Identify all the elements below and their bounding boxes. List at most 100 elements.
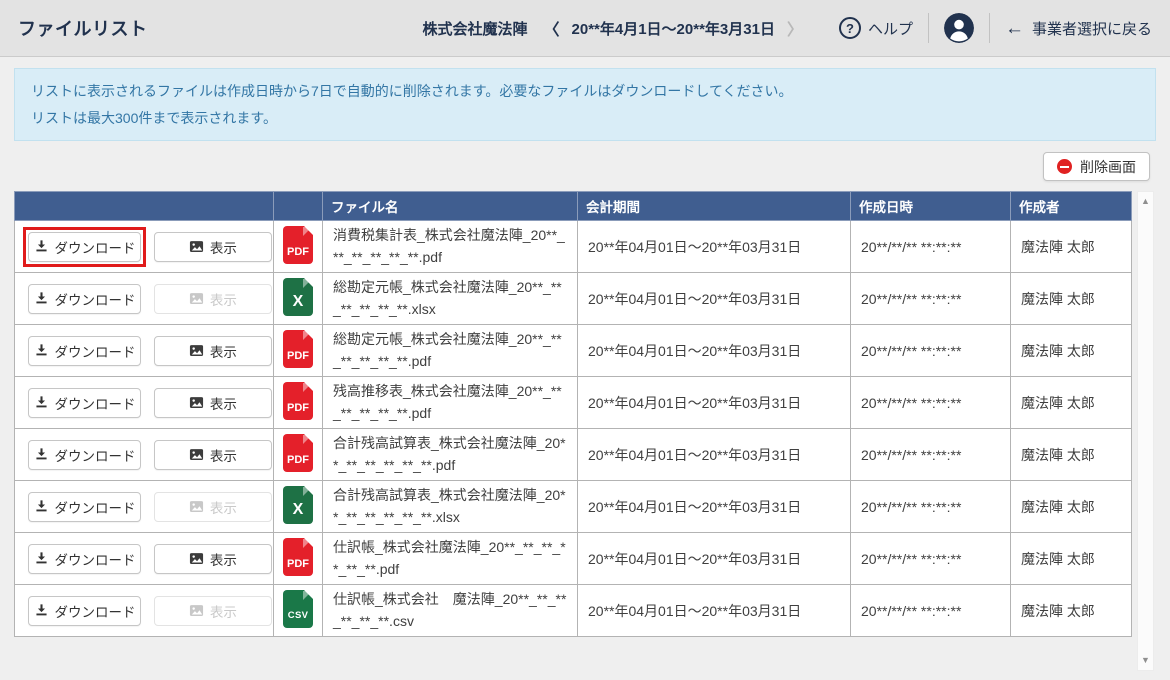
period-cell: 20**年04月01日〜20**年03月31日 [577,532,851,586]
actions-cell: ダウンロード 表示 [14,584,274,638]
file-type-label: X [292,501,304,519]
notice-line-2: リストは最大300件まで表示されます。 [31,109,277,126]
period-label: 20**年4月1日〜20**年3月31日 [571,20,775,38]
view-label: 表示 [209,448,237,464]
view-button[interactable]: 表示 [153,387,272,418]
filename-cell: 残高推移表_株式会社魔法陣_20**_**_**_**_**_**.pdf [322,376,578,430]
filename-cell: 仕訳帳_株式会社 魔法陣_20**_**_**_**_**_**.csv [322,584,578,638]
filetype-cell: PDF [273,428,323,482]
table-row: ダウンロード 表示 PDF 消費税集計表_株式会社魔法陣_20**_**_**_… [14,220,1132,274]
actions-cell: ダウンロード 表示 [14,376,274,430]
filetype-cell: PDF [273,376,323,430]
image-icon [189,293,203,305]
download-label: ダウンロード [54,500,136,516]
download-button[interactable]: ダウンロード [28,387,141,418]
period-cell: 20**年04月01日〜20**年03月31日 [577,376,851,430]
download-button[interactable]: ダウンロード [28,595,141,626]
toolbar: 削除画面 [0,152,1150,182]
filetype-cell: X [273,480,323,534]
download-label: ダウンロード [54,292,136,308]
notice-line-1: リストに表示されるファイルは作成日時から7日で自動的に削除されます。必要なファイ… [31,83,793,99]
view-button[interactable]: 表示 [153,283,272,314]
file-type-icon: X [283,485,314,525]
previous-period-icon[interactable]: 〈 [543,22,560,39]
view-button[interactable]: 表示 [153,595,272,626]
file-type-label: CSV [287,610,309,622]
table-header-row: ファイル名 会計期間 作成日時 作成者 [14,191,1132,222]
download-button[interactable]: ダウンロード [28,335,141,366]
period-cell: 20**年04月01日〜20**年03月31日 [577,480,851,534]
file-type-label: PDF [287,246,309,259]
column-header-created-by: 作成者 [1010,191,1132,222]
view-button[interactable]: 表示 [153,231,272,262]
notice-banner: リストに表示されるファイルは作成日時から7日で自動的に削除されます。必要なファイ… [14,68,1156,142]
view-button[interactable]: 表示 [153,335,272,366]
delete-screen-button[interactable]: 削除画面 [1043,152,1150,182]
download-highlight: ダウンロード [23,226,146,267]
created-at-cell: 20**/**/** **:**:** [850,324,1011,378]
column-header-filename: ファイル名 [322,191,578,222]
table-row: ダウンロード 表示 PDF 残高推移表_株式会社魔法陣_20**_**_**_*… [14,376,1132,430]
period-navigation: 株式会社魔法陣 〈 20**年4月1日〜20**年3月31日 〉 [422,16,802,40]
download-highlight: ダウンロード [28,439,141,470]
view-label: 表示 [209,344,237,360]
file-type-icon: PDF [283,537,314,577]
download-highlight: ダウンロード [28,283,141,314]
view-label: 表示 [209,552,237,568]
download-button[interactable]: ダウンロード [28,283,141,314]
created-by-cell: 魔法陣 太郎 [1010,220,1132,274]
page-title: ファイルリスト [18,19,148,39]
created-by-cell: 魔法陣 太郎 [1010,428,1132,482]
download-icon [35,552,47,564]
image-icon [189,397,203,409]
minus-circle-icon [1057,159,1072,175]
left-arrow-icon: ← [1004,17,1024,39]
download-label: ダウンロード [54,240,136,256]
period-cell: 20**年04月01日〜20**年03月31日 [577,584,851,638]
column-header-actions [14,191,274,222]
header-actions: ? ヘルプ ← 事業者選択に戻る [838,13,1152,43]
created-by-cell: 魔法陣 太郎 [1010,532,1132,586]
download-icon [35,500,47,512]
download-label: ダウンロード [54,604,136,620]
filetype-cell: PDF [273,324,323,378]
divider [927,13,929,43]
company-name: 株式会社魔法陣 [422,20,528,38]
view-button[interactable]: 表示 [153,491,272,522]
download-button[interactable]: ダウンロード [28,543,141,574]
help-icon: ? [838,17,861,39]
download-button[interactable]: ダウンロード [28,439,141,470]
file-type-label: PDF [287,350,309,363]
file-table-area: ファイル名 会計期間 作成日時 作成者 ダウンロード [14,191,1156,672]
user-avatar[interactable] [943,13,974,43]
column-header-period: 会計期間 [577,191,851,222]
view-button[interactable]: 表示 [153,439,272,470]
download-button[interactable]: ダウンロード [28,491,141,522]
download-icon [35,604,47,616]
scroll-down-icon[interactable]: ▼ [1141,655,1150,666]
filename-cell: 合計残高試算表_株式会社魔法陣_20**_**_**_**_**_**.pdf [322,428,578,482]
file-table: ファイル名 会計期間 作成日時 作成者 ダウンロード [14,191,1132,638]
download-label: ダウンロード [54,396,136,412]
help-label: ヘルプ [867,20,913,38]
vertical-scrollbar[interactable]: ▲ ▼ [1137,191,1154,672]
table-row: ダウンロード 表示 PDF 仕訳帳_株式会社魔法陣_20**_**_**_**_… [14,532,1132,586]
back-to-business-select-button[interactable]: ← 事業者選択に戻る [1005,18,1152,39]
actions-cell: ダウンロード 表示 [14,272,274,326]
filename-cell: 仕訳帳_株式会社魔法陣_20**_**_**_**_**_**.pdf [322,532,578,586]
view-label: 表示 [209,396,237,412]
divider [988,13,990,43]
view-button[interactable]: 表示 [153,543,272,574]
actions-cell: ダウンロード 表示 [14,428,274,482]
help-button[interactable]: ? ヘルプ [838,17,913,39]
file-table-body: ダウンロード 表示 PDF 消費税集計表_株式会社魔法陣_20**_**_**_… [14,220,1132,638]
person-icon [943,13,974,43]
file-type-label: PDF [287,558,309,571]
download-highlight: ダウンロード [28,543,141,574]
download-label: ダウンロード [54,448,136,464]
download-button[interactable]: ダウンロード [28,231,141,262]
scroll-up-icon[interactable]: ▲ [1141,196,1150,207]
image-icon [189,241,203,253]
period-cell: 20**年04月01日〜20**年03月31日 [577,220,851,274]
next-period-icon[interactable]: 〉 [786,22,803,39]
